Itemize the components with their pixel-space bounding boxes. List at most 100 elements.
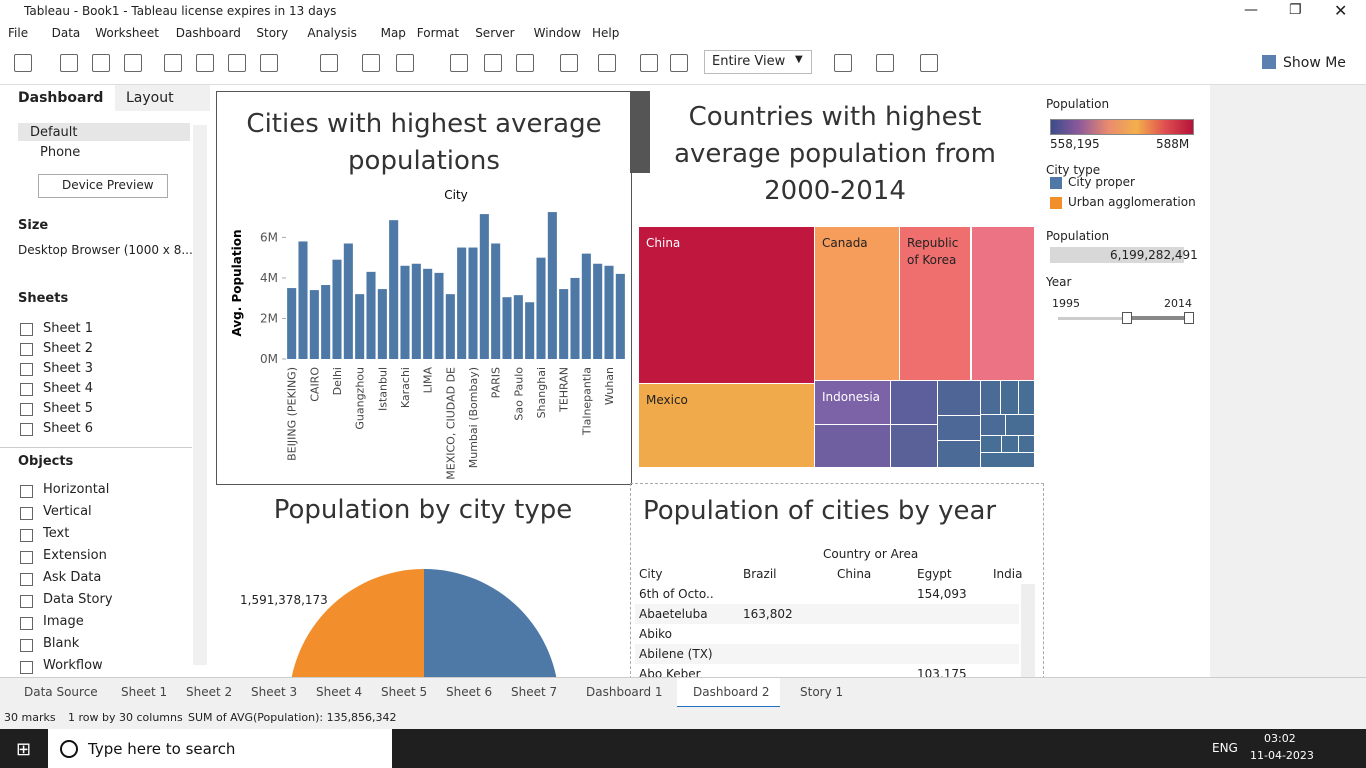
toolbar-icon[interactable] (196, 54, 214, 72)
object-item[interactable]: Workflow (43, 658, 103, 673)
sheet-tab[interactable]: Sheet 2 (180, 678, 241, 706)
device-option[interactable]: Phone (40, 145, 81, 160)
object-item[interactable]: Ask Data (43, 570, 102, 585)
treemap-cell (1006, 415, 1034, 435)
legend-max: 588M (1156, 137, 1190, 151)
treemap-cell (1001, 381, 1018, 414)
toolbar-icon[interactable] (484, 54, 502, 72)
toolbar-icon[interactable] (92, 54, 110, 72)
sheet-tab[interactable]: Sheet 6 (440, 678, 501, 706)
start-button[interactable]: ⊞ (16, 739, 32, 760)
menu-item[interactable]: Dashboard (175, 26, 241, 40)
slider-handle[interactable] (1122, 312, 1132, 324)
menu-item[interactable]: Map (380, 26, 406, 40)
sheet-item[interactable]: Sheet 3 (43, 361, 93, 376)
sheet-tab[interactable]: Sheet 5 (375, 678, 436, 706)
toolbar-icon[interactable] (14, 54, 32, 72)
sheet-tab[interactable]: Data Source (8, 678, 111, 706)
legend-entry[interactable]: City proper (1068, 175, 1135, 189)
sheet-item[interactable]: Sheet 5 (43, 401, 93, 416)
close[interactable]: ✕ (1334, 1, 1348, 20)
sidebar-tab[interactable]: Dashboard (18, 90, 104, 106)
object-icon (20, 485, 33, 498)
toolbar-icon[interactable] (920, 54, 938, 72)
treemap-cell: China (639, 227, 814, 383)
toolbar-icon[interactable] (228, 54, 246, 72)
sheet-tab[interactable]: Sheet 3 (245, 678, 306, 706)
object-item[interactable]: Image (43, 614, 84, 629)
toolbar-icon[interactable] (560, 54, 578, 72)
toolbar-icon[interactable] (640, 54, 658, 72)
menu-item[interactable]: Help (592, 26, 620, 40)
object-item[interactable]: Horizontal (43, 482, 110, 497)
sheet-item[interactable]: Sheet 1 (43, 321, 93, 336)
treemap-cell: Canada (815, 227, 899, 380)
menu-item[interactable]: Worksheet (95, 26, 159, 40)
treemap-cell (981, 436, 1001, 452)
menu-item[interactable]: Data (51, 26, 81, 40)
size-value[interactable]: Desktop Browser (1000 x 8... (18, 243, 193, 257)
search-box[interactable]: Type here to search (48, 729, 392, 768)
sheet-tab[interactable]: Sheet 7 (505, 678, 566, 706)
bar (604, 265, 614, 359)
bar (570, 277, 580, 359)
menu-item[interactable]: Window (533, 26, 581, 40)
legend-swatch (1050, 197, 1062, 209)
y-tick-label: 4M (260, 271, 278, 285)
treemap-cell (938, 381, 980, 415)
sheet-item[interactable]: Sheet 6 (43, 421, 93, 436)
toolbar-icon[interactable] (124, 54, 142, 72)
treemap-cell (981, 453, 1034, 467)
menu-item[interactable]: Format (416, 26, 460, 40)
device-option[interactable]: Default (30, 125, 78, 140)
restore[interactable]: ❐ (1289, 2, 1302, 18)
column-header: Egypt (917, 567, 952, 581)
scrollbar[interactable] (1021, 584, 1035, 678)
toolbar-icon[interactable] (60, 54, 78, 72)
object-item[interactable]: Extension (43, 548, 107, 563)
toolbar-icon[interactable] (598, 54, 616, 72)
toolbar-icon[interactable] (260, 54, 278, 72)
menu-item[interactable]: File (8, 26, 29, 40)
sidebar-tab[interactable]: Layout (126, 90, 174, 106)
toolbar-icon[interactable] (320, 54, 338, 72)
sheet-tab[interactable]: Sheet 1 (115, 678, 176, 706)
x-tick-label: Istanbul (376, 367, 389, 411)
device-preview-button[interactable]: Device Preview (38, 174, 168, 198)
show-me[interactable]: Show Me (1283, 55, 1346, 71)
toolbar-icon[interactable] (670, 54, 688, 72)
menu-item[interactable]: Analysis (307, 26, 357, 40)
bar (343, 243, 353, 359)
toolbar-icon[interactable] (396, 54, 414, 72)
legend-entry[interactable]: Urban agglomeration (1068, 195, 1196, 209)
toolbar-icon[interactable] (834, 54, 852, 72)
toolbar-icon[interactable] (876, 54, 894, 72)
object-item[interactable]: Vertical (43, 504, 92, 519)
toolbar-icon[interactable] (516, 54, 534, 72)
treemap-title: Countries with highest average populatio… (674, 102, 996, 206)
fit-dropdown[interactable]: Entire View ▼ (704, 50, 812, 74)
toolbar-icon[interactable] (450, 54, 468, 72)
sheet-icon (20, 423, 33, 436)
minimize[interactable]: — (1244, 2, 1258, 18)
x-tick-label: Tlalnepantla (580, 367, 593, 436)
table-cell: 154,093 (917, 587, 967, 601)
toolbar-icon[interactable] (362, 54, 380, 72)
sheet-tab[interactable]: Dashboard 1 (570, 678, 673, 706)
object-item[interactable]: Blank (43, 636, 80, 651)
sheet-tab[interactable]: Story 1 (784, 678, 859, 706)
sheet-tab[interactable]: Dashboard 2 (677, 678, 780, 708)
toolbar-icon[interactable] (164, 54, 182, 72)
menu-item[interactable]: Story (256, 26, 289, 40)
sheet-tab[interactable]: Sheet 4 (310, 678, 371, 706)
object-item[interactable]: Text (43, 526, 70, 541)
sheet-item[interactable]: Sheet 4 (43, 381, 93, 396)
sheet-tabs: Data Source Sheet 1 Sheet 2 Sheet 3 Sheet 4 S… (0, 677, 1366, 708)
table-cell: 103,175 (917, 667, 967, 679)
object-item[interactable]: Data Story (43, 592, 113, 607)
slider-handle[interactable] (1184, 312, 1194, 324)
treemap-label: Republic of Korea (907, 236, 959, 267)
menu-item[interactable]: Server (475, 26, 515, 40)
scrollbar[interactable] (193, 125, 207, 665)
sheet-item[interactable]: Sheet 2 (43, 341, 93, 356)
